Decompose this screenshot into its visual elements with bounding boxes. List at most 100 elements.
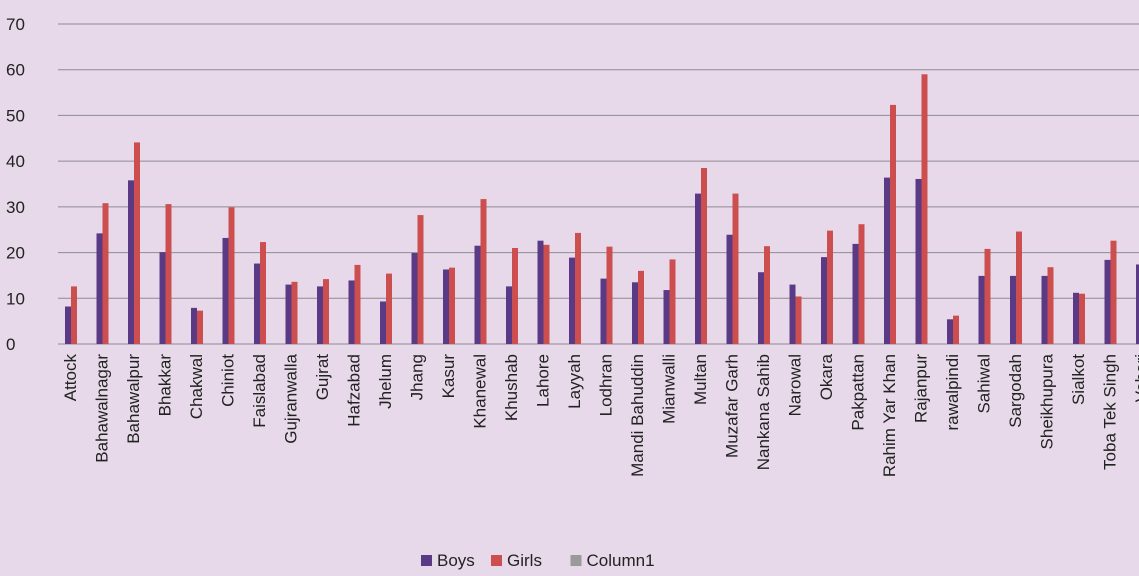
legend-swatch <box>491 555 502 566</box>
x-tick-label: Khushab <box>502 354 521 421</box>
bar-boys <box>726 234 733 344</box>
bar-boys <box>537 240 544 344</box>
bar-girls <box>323 279 329 344</box>
bar-girls <box>732 193 739 344</box>
x-tick-label: Muzafar Garh <box>723 354 742 458</box>
bar-boys <box>159 252 166 344</box>
y-tick-label: 20 <box>6 244 25 263</box>
y-tick-label: 0 <box>6 335 15 354</box>
bar-boys <box>1104 259 1111 344</box>
x-tick-label: Bahawalpur <box>124 354 143 444</box>
bar-boys <box>695 193 701 344</box>
bar-girls <box>1047 267 1054 344</box>
bar-girls <box>449 267 455 344</box>
x-tick-label: Hafzabad <box>345 354 364 427</box>
x-tick-label: Mandi Bahuddin <box>628 354 647 477</box>
x-tick-label: Layyah <box>565 354 584 409</box>
bar-girls <box>260 242 266 344</box>
bar-girls <box>197 310 203 344</box>
bar-girls <box>165 204 172 344</box>
x-tick-label: Okara <box>817 353 836 400</box>
x-tick-label: Sargodah <box>1006 354 1025 428</box>
bars <box>65 74 1139 345</box>
bar-boys <box>1136 264 1139 344</box>
legend: Boys Girls Column1 <box>421 551 655 570</box>
x-tick-label: Faislabad <box>250 354 269 428</box>
bar-girls <box>417 215 424 344</box>
bar-boys <box>96 233 103 344</box>
bar-boys <box>852 243 859 344</box>
x-tick-label: Jhang <box>408 354 427 400</box>
bar-boys <box>285 284 292 344</box>
bar-boys <box>663 290 670 344</box>
x-tick-label: Chakwal <box>187 354 206 419</box>
x-tick-label: Bhakkar <box>156 354 175 417</box>
legend-label: Boys <box>437 551 475 570</box>
bar-girls <box>701 168 707 344</box>
x-tick-label: Lahore <box>534 354 553 407</box>
bar-boys <box>191 307 197 344</box>
bar-boys <box>1010 275 1016 344</box>
x-tick-label: Bahawalnagar <box>93 354 112 463</box>
legend-label: Girls <box>507 551 542 570</box>
y-axis-ticks: 0 10 20 30 40 50 60 70 <box>6 15 25 354</box>
legend-label: Column1 <box>587 551 655 570</box>
x-tick-label: Jhelum <box>376 354 395 409</box>
bar-boys <box>758 272 764 344</box>
bar-boys <box>380 301 386 344</box>
x-axis-labels: Attock Bahawalnagar Bahawalpur Bhakkar Chakw… <box>61 353 1139 477</box>
bar-boys <box>1073 292 1079 344</box>
y-tick-label: 10 <box>6 289 25 308</box>
bar-boys <box>632 282 638 344</box>
x-tick-label: Vehari <box>1132 354 1139 402</box>
bar-boys <box>1041 275 1048 344</box>
bar-boys <box>254 263 260 344</box>
bar-girls <box>606 246 613 344</box>
bar-girls <box>953 315 959 344</box>
x-tick-label: Toba Tek Singh <box>1101 354 1120 470</box>
bar-girls <box>228 207 235 344</box>
bar-girls <box>921 74 928 345</box>
bar-boys <box>915 178 922 344</box>
bar-boys <box>947 319 953 344</box>
bar-boys <box>474 245 481 344</box>
x-tick-label: Pakpattan <box>849 354 868 431</box>
x-tick-label: Sheikhupura <box>1038 353 1057 449</box>
bar-girls <box>1110 240 1117 344</box>
x-tick-label: Khanewal <box>471 354 490 429</box>
bar-boys <box>821 257 827 344</box>
x-tick-label: Rajanpur <box>912 354 931 423</box>
bar-boys <box>569 257 575 344</box>
bar-girls <box>764 246 770 344</box>
bar-boys <box>789 284 796 344</box>
x-tick-label: Kasur <box>439 354 458 399</box>
y-tick-label: 60 <box>6 61 25 80</box>
bar-girls <box>795 296 802 344</box>
bar-boys <box>411 253 418 344</box>
bar-boys <box>348 280 355 344</box>
bar-girls <box>669 259 676 344</box>
bar-girls <box>858 224 865 344</box>
bar-girls <box>890 104 896 345</box>
bar-girls <box>638 270 644 344</box>
bar-girls <box>827 230 833 344</box>
bar-girls <box>575 232 581 344</box>
bar-boys <box>978 275 985 344</box>
x-tick-label: Chiniot <box>219 354 238 407</box>
y-tick-label: 50 <box>6 106 25 125</box>
x-tick-label: Lodhran <box>597 354 616 416</box>
x-tick-label: Sahiwal <box>975 354 994 414</box>
bar-girls <box>71 286 77 344</box>
bar-boys <box>884 177 890 344</box>
y-tick-label: 30 <box>6 198 25 217</box>
bar-girls <box>386 273 392 344</box>
x-tick-label: Multan <box>691 354 710 405</box>
bar-girls <box>480 199 487 344</box>
legend-swatch <box>570 555 582 566</box>
x-tick-label: rawalpindi <box>943 354 962 431</box>
bar-boys <box>222 237 229 344</box>
bar-girls <box>1079 293 1085 344</box>
bar-boys <box>317 286 323 344</box>
x-tick-label: Nankana Sahib <box>754 354 773 470</box>
